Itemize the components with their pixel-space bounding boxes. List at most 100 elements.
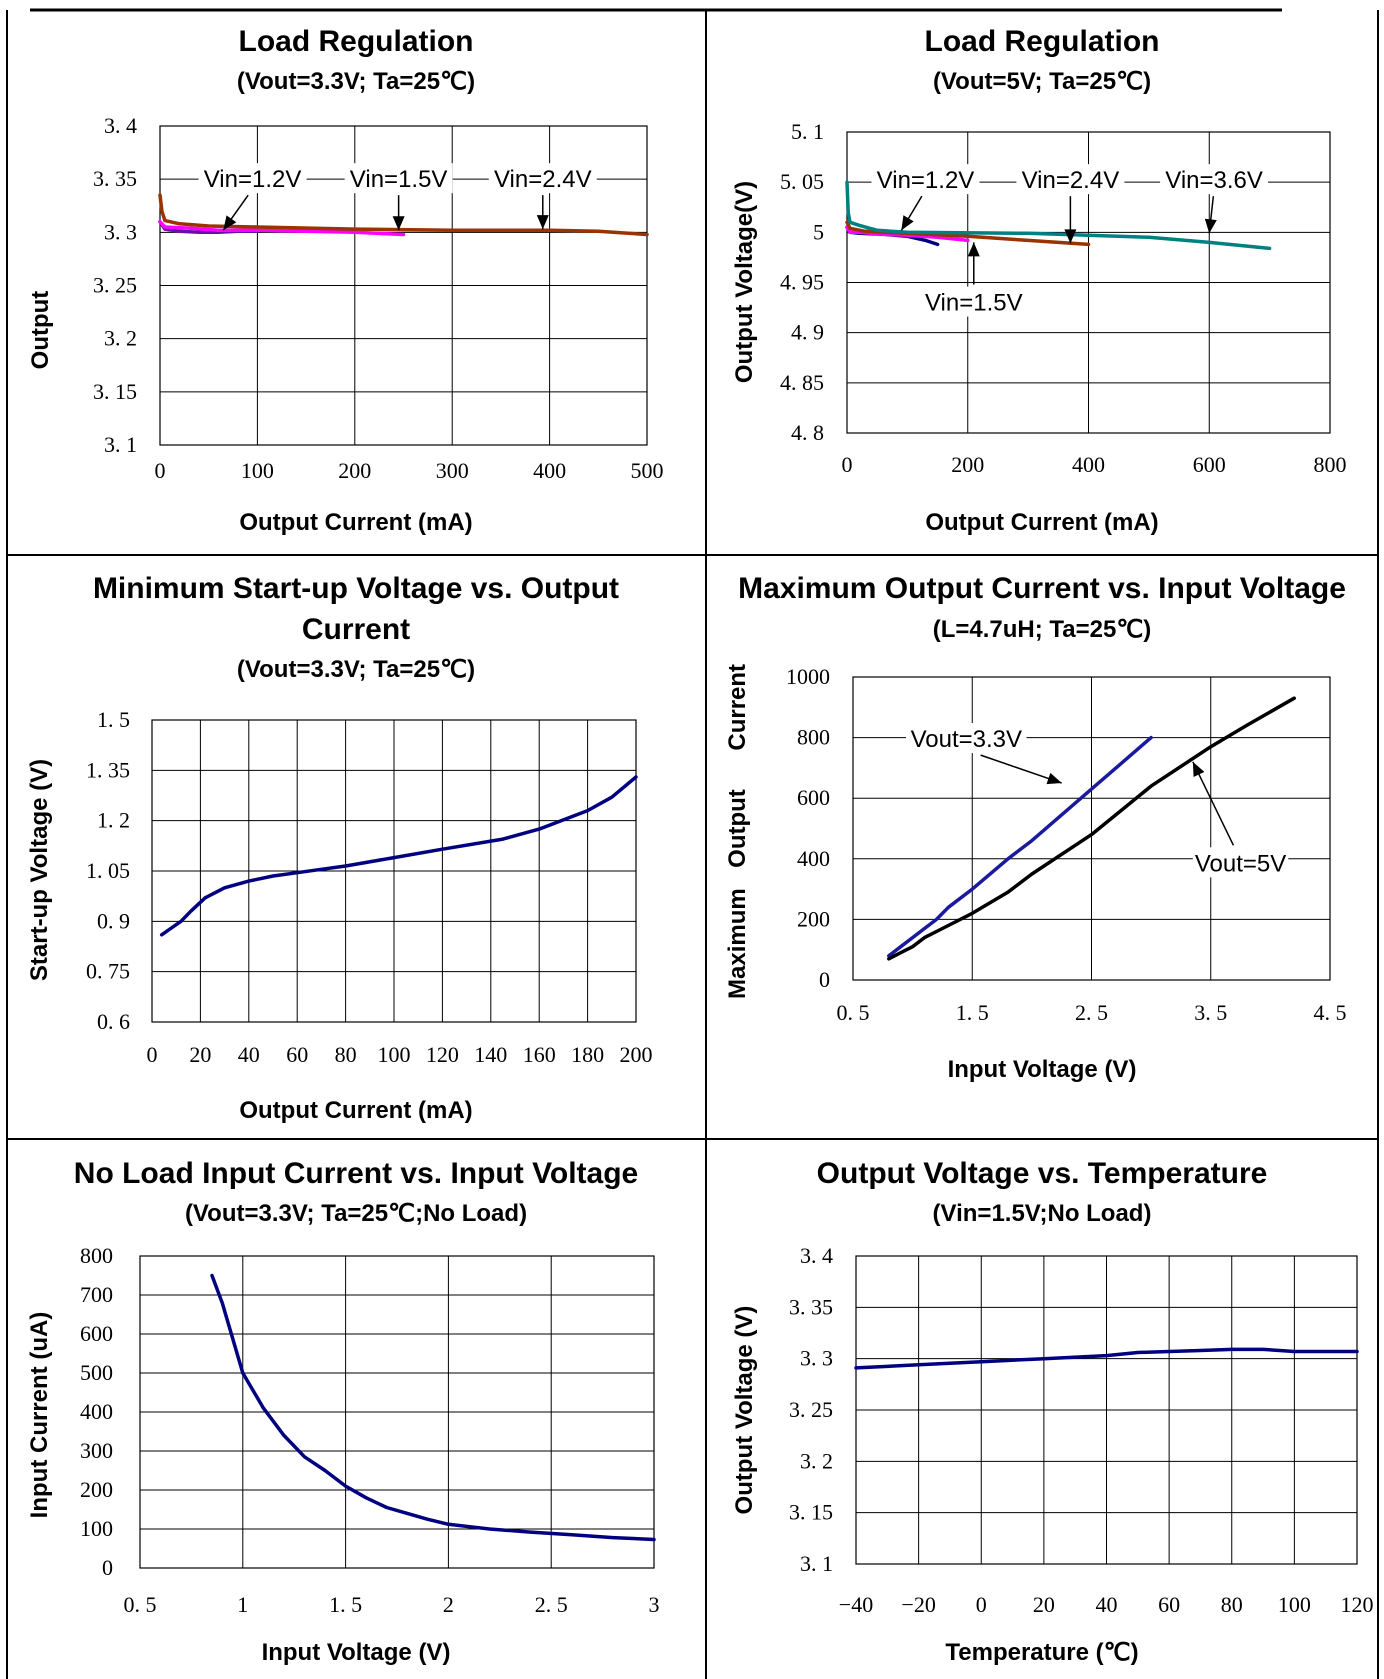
y-tick-label: 1. 05 — [86, 858, 130, 883]
x-tick-label: 1. 5 — [956, 1000, 989, 1025]
y-tick-label: 1. 2 — [97, 808, 130, 833]
series-line-3 — [158, 193, 649, 237]
annotation-label: Vin=1.2V — [204, 166, 302, 193]
x-axis-label: Input Voltage (V) — [948, 1056, 1137, 1083]
y-tick-label: 400 — [797, 846, 830, 871]
y-tick-label: 3. 1 — [104, 432, 137, 457]
annotation-label: Vout=5V — [1195, 850, 1286, 877]
x-tick-label: 140 — [474, 1042, 507, 1067]
y-axis-label: Output — [27, 291, 54, 370]
table-borders — [6, 8, 1379, 1679]
x-tick-label: 400 — [533, 458, 566, 483]
x-tick-label: 0 — [842, 452, 853, 477]
x-tick-label: 60 — [1158, 1592, 1180, 1617]
series-line-4 — [845, 180, 1272, 251]
chart-subtitle: (Vout=3.3V; Ta=25℃) — [237, 656, 475, 683]
annotation-label: Vin=2.4V — [494, 166, 592, 193]
x-tick-label: 400 — [1072, 452, 1105, 477]
annotation-label: Vout=3.3V — [911, 726, 1022, 753]
x-tick-label: 1. 5 — [329, 1592, 362, 1617]
series-line-1 — [159, 775, 638, 937]
gridlines — [140, 1256, 654, 1568]
annotation-bg — [344, 163, 453, 194]
annotation-label: Vin=1.5V — [350, 166, 448, 193]
y-tick-label: 3. 4 — [800, 1243, 833, 1268]
y-axis-label: Start-up Voltage (V) — [26, 759, 53, 981]
annotation-bg — [488, 163, 597, 194]
chart-subtitle: (Vin=1.5V;No Load) — [933, 1200, 1152, 1227]
gridlines — [853, 677, 1330, 980]
y-tick-label: 3. 2 — [800, 1448, 833, 1473]
x-tick-label: 4. 5 — [1314, 1000, 1347, 1025]
plot-frame — [855, 1255, 1358, 1565]
x-tick-label: 100 — [378, 1042, 411, 1067]
x-tick-label: 180 — [571, 1042, 604, 1067]
y-tick-label: 1. 35 — [86, 757, 130, 782]
plot-frame — [852, 676, 1331, 981]
annotation-arrow-shaft — [980, 754, 1062, 784]
plot-frame — [846, 131, 1331, 434]
chart-subtitle: (L=4.7uH; Ta=25℃) — [933, 616, 1152, 643]
chart-2: Load Regulation (Vout=5V; Ta=25℃) 0 200 400 6… — [731, 25, 1347, 536]
y-tick-label: 3. 25 — [93, 273, 137, 298]
series-line-1 — [210, 1273, 656, 1542]
y-axis-label: Input Current (uA) — [26, 1312, 53, 1519]
annotation-bg — [1160, 164, 1269, 195]
x-tick-label: 0. 5 — [124, 1592, 157, 1617]
series-line-1 — [854, 1347, 1359, 1370]
y-tick-label: 4. 95 — [780, 270, 824, 295]
x-tick-label: 160 — [523, 1042, 556, 1067]
chart-title: Minimum Start-up Voltage vs. Output — [93, 572, 619, 605]
y-tick-label: 800 — [797, 725, 830, 750]
y-tick-label: 4. 9 — [791, 320, 824, 345]
y-tick-label: 600 — [80, 1321, 113, 1346]
annotation-arrow-head — [967, 242, 980, 257]
y-tick-label: 500 — [80, 1360, 113, 1385]
x-tick-label: 120 — [426, 1042, 459, 1067]
y-tick-label: 3. 35 — [789, 1294, 833, 1319]
y-tick-label: 700 — [80, 1282, 113, 1307]
chart-1: Load Regulation (Vout=3.3V; Ta=25℃) 0 100 20… — [27, 25, 664, 536]
annotation-bg — [871, 164, 980, 195]
x-tick-label: 1 — [237, 1592, 248, 1617]
annotation-arrow-head — [1046, 772, 1062, 785]
y-axis-label-word: Maximum — [724, 888, 751, 999]
plot-frame — [159, 125, 648, 446]
y-axis-label-word: Output — [724, 789, 751, 868]
series-line-2 — [845, 225, 970, 243]
annotation-arrow-head — [1192, 761, 1205, 778]
x-tick-label: 300 — [436, 458, 469, 483]
annotation-bg — [1192, 847, 1289, 878]
x-tick-label: 2. 5 — [535, 1592, 568, 1617]
charts-layer: Load Regulation(Vout=3.3V; Ta=25℃)0 100 20… — [26, 25, 1374, 1666]
annotation-label: Vin=2.4V — [1022, 167, 1120, 194]
y-tick-label: 3. 25 — [789, 1397, 833, 1422]
series-line-2 — [158, 219, 406, 237]
annotation-label: Vin=1.2V — [877, 167, 975, 194]
chart-title-line2: Current — [302, 613, 410, 646]
series-line-1 — [887, 735, 1153, 958]
annotation-arrow-head — [392, 216, 405, 231]
chart-5: No Load Input Current vs. Input Voltage (… — [26, 1157, 660, 1666]
x-tick-label: 2. 5 — [1075, 1000, 1108, 1025]
x-axis-label: Temperature (℃) — [945, 1639, 1138, 1666]
gridlines — [856, 1256, 1357, 1564]
chart-subtitle: (Vout=5V; Ta=25℃) — [933, 68, 1151, 95]
y-tick-label: 3. 3 — [104, 219, 137, 244]
annotation-label: Vin=3.6V — [1165, 167, 1263, 194]
x-tick-label: 60 — [286, 1042, 308, 1067]
y-tick-label: 0. 75 — [86, 959, 130, 984]
y-axis-label-word: Current — [724, 664, 751, 751]
y-axis-label: Output Voltage(V) — [731, 181, 758, 383]
x-tick-label: 120 — [1341, 1592, 1374, 1617]
chart-title: Maximum Output Current vs. Input Voltage — [738, 572, 1346, 605]
chart-title: Load Regulation — [925, 25, 1160, 58]
x-tick-label: 3. 5 — [1194, 1000, 1227, 1025]
annotation-label: Vin=1.5V — [925, 290, 1023, 317]
annotation-bg — [906, 723, 1027, 754]
chart-4: Maximum Output Current vs. Input Voltage… — [724, 572, 1347, 1083]
chart-subtitle: (Vout=3.3V; Ta=25℃;No Load) — [185, 1200, 527, 1227]
x-tick-label: 800 — [1314, 452, 1347, 477]
y-tick-label: 0 — [102, 1555, 113, 1580]
